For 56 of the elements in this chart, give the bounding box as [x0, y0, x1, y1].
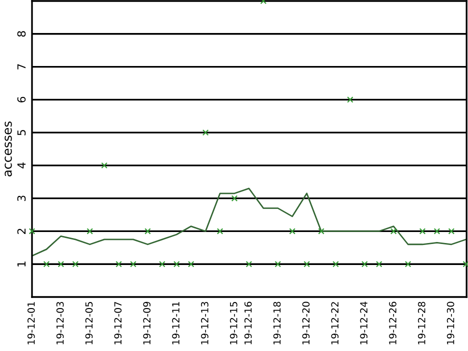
point — [188, 260, 194, 268]
point — [361, 260, 368, 268]
point — [72, 260, 79, 268]
point — [202, 129, 209, 136]
x-tick-label: 19-12-16 — [244, 302, 252, 344]
point — [376, 260, 382, 268]
x-tick-label: 19-12-09 — [143, 302, 151, 344]
y-tick-label: 8 — [17, 31, 26, 37]
point — [448, 228, 455, 234]
point — [434, 228, 440, 234]
point — [43, 260, 50, 268]
point — [58, 260, 64, 268]
x-tick-label: 19-12-05 — [85, 302, 93, 344]
point — [101, 162, 108, 169]
x-tick-label: 19-12-01 — [27, 302, 35, 344]
y-axis-title: accesses — [4, 121, 12, 176]
x-tick-label: 19-12-18 — [273, 302, 281, 344]
point — [332, 260, 339, 268]
x-tick-label: 19-12-20 — [302, 302, 310, 344]
point — [173, 260, 180, 268]
line-series — [32, 188, 467, 257]
x-tick-label: 19-12-15 — [230, 302, 238, 344]
x-tick-label: 19-12-03 — [56, 302, 64, 344]
point — [347, 96, 354, 103]
point — [404, 260, 412, 268]
point — [28, 228, 36, 234]
x-tick-label: 19-12-13 — [201, 302, 208, 344]
point — [289, 228, 296, 234]
y-tick-label: 5 — [17, 130, 26, 136]
x-tick-label: 19-12-07 — [114, 302, 122, 344]
y-tick-label: 1 — [17, 262, 26, 266]
y-tick-label: 4 — [17, 162, 26, 168]
point — [318, 228, 324, 234]
point — [462, 260, 468, 268]
point — [390, 228, 397, 234]
x-tick-label: 19-12-24 — [360, 302, 368, 344]
point — [304, 260, 310, 268]
x-tick-label: 19-12-30 — [446, 302, 454, 344]
x-tick-label: 19-12-22 — [331, 302, 339, 344]
point — [144, 228, 151, 234]
y-tick-label: 2 — [17, 228, 26, 234]
point — [231, 195, 238, 202]
point — [130, 260, 136, 268]
point — [274, 260, 282, 268]
y-tick-label: 7 — [17, 64, 26, 70]
x-tick-label: 19-12-26 — [389, 302, 396, 344]
point — [116, 260, 122, 268]
x-tick-label: 19-12-28 — [418, 302, 426, 344]
point — [86, 228, 94, 234]
point — [216, 228, 224, 234]
y-tick-label: 3 — [17, 196, 26, 202]
x-tick-label: 19-12-11 — [172, 302, 180, 344]
point — [159, 260, 166, 268]
y-tick-label: 6 — [17, 96, 26, 102]
point — [419, 228, 426, 234]
point — [246, 260, 252, 268]
